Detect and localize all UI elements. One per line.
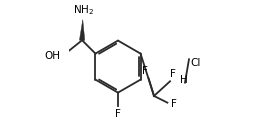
Text: F: F — [171, 99, 177, 109]
Text: OH: OH — [44, 51, 60, 61]
Polygon shape — [79, 20, 85, 40]
Text: F: F — [115, 109, 121, 119]
Text: NH$_2$: NH$_2$ — [73, 3, 94, 17]
Text: F: F — [171, 69, 176, 79]
Text: H: H — [180, 75, 187, 85]
Text: Cl: Cl — [190, 58, 200, 68]
Text: F: F — [143, 66, 148, 76]
